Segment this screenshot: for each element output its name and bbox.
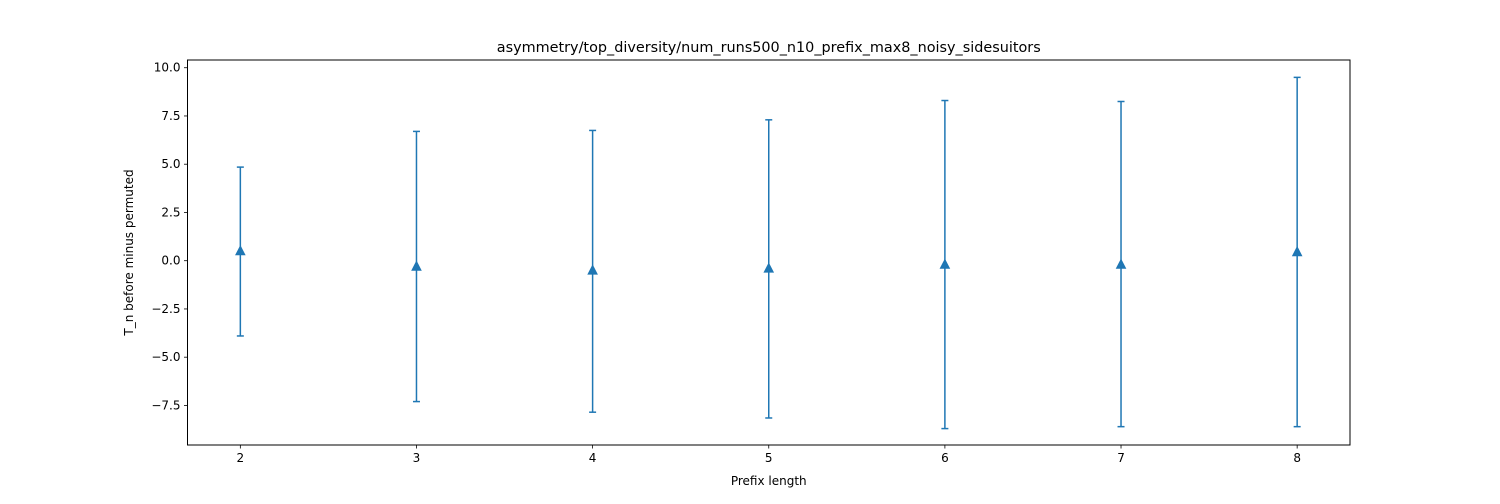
x-tick-label: 3 bbox=[413, 451, 421, 465]
x-tick-label: 6 bbox=[941, 451, 949, 465]
y-tick-label: 10.0 bbox=[154, 61, 181, 75]
data-point-marker bbox=[411, 260, 422, 271]
y-tick-label: 7.5 bbox=[161, 109, 180, 123]
y-tick-label: −7.5 bbox=[151, 398, 180, 412]
x-tick-label: 8 bbox=[1293, 451, 1301, 465]
data-point-marker bbox=[1291, 245, 1303, 257]
x-tick-label: 5 bbox=[765, 451, 773, 465]
chart-title: asymmetry/top_diversity/num_runs500_n10_… bbox=[497, 40, 1041, 56]
errorbar-layer bbox=[236, 76, 1301, 430]
y-tick-label: 5.0 bbox=[161, 157, 180, 171]
y-tick-label: 0.0 bbox=[161, 254, 180, 268]
y-tick-label: −5.0 bbox=[151, 350, 180, 364]
y-axis-label: T_n before minus permuted bbox=[122, 169, 136, 336]
y-axis-ticks: −7.5 −5.0 −2.5 0.0 2.5 5.0 7.5 10.0 bbox=[151, 61, 188, 412]
x-axis-label: Prefix length bbox=[731, 474, 807, 488]
x-axis-ticks: 2 3 4 5 6 7 8 bbox=[237, 445, 1301, 465]
data-point-marker bbox=[235, 244, 246, 256]
y-tick-label: 2.5 bbox=[161, 205, 180, 219]
data-point-marker bbox=[939, 258, 951, 269]
data-point-marker bbox=[763, 262, 775, 273]
x-tick-label: 4 bbox=[589, 451, 597, 465]
data-point-marker bbox=[587, 264, 598, 275]
x-tick-label: 7 bbox=[1117, 451, 1125, 465]
data-point-marker bbox=[1115, 258, 1127, 269]
y-tick-label: −2.5 bbox=[151, 302, 180, 316]
marker-layer bbox=[235, 244, 1303, 275]
x-tick-label: 2 bbox=[237, 451, 245, 465]
